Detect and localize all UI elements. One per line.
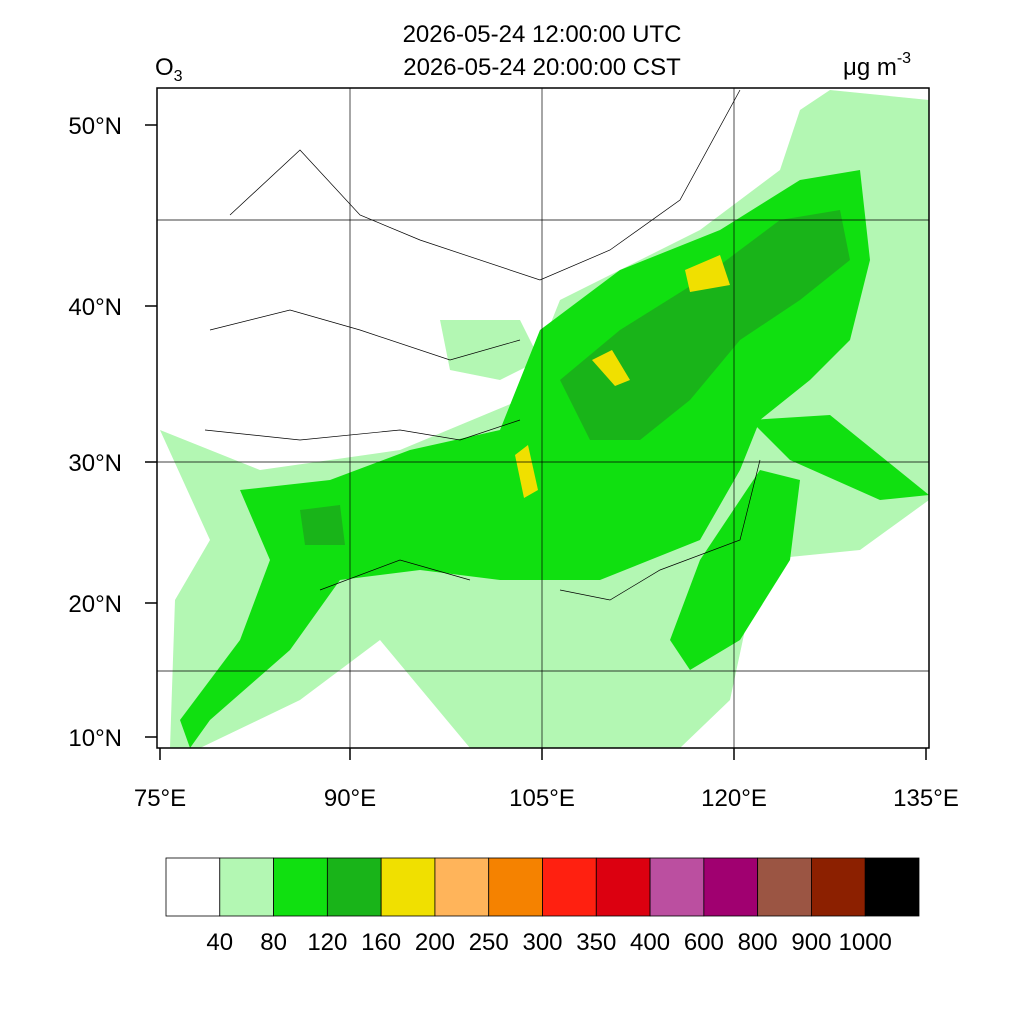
colorbar-label: 400 [630, 929, 670, 956]
field-yellow [685, 255, 730, 292]
units-base: μg m [843, 54, 897, 81]
field-green [670, 470, 800, 670]
colorbar: 40 80 120 160 200 250 300 350 400 600 800 900 1000 [165, 857, 920, 956]
colorbar-box [703, 857, 759, 917]
axes: 50°N 40°N 30°N 20°N 10°N 75°E 90°E 105°E 120°E 13… [68, 113, 958, 812]
colorbar-label: 250 [469, 929, 509, 956]
colorbar-box [273, 857, 328, 917]
colorbar-label: 200 [415, 929, 455, 956]
title-line: 2026-05-24 12:00:00 UTC [403, 21, 682, 48]
map-fields [156, 87, 930, 749]
colorbar-label: 160 [361, 929, 401, 956]
colorbar-label: 120 [307, 929, 347, 956]
variable-sub: 3 [174, 68, 183, 85]
lat-tick-label: 50°N [68, 113, 122, 140]
field-green [750, 415, 929, 500]
colorbar-label: 40 [206, 929, 233, 956]
colorbar-box [380, 857, 436, 917]
colorbar-box [219, 857, 274, 917]
units-sup: -3 [897, 50, 911, 67]
lat-tick-label: 40°N [68, 294, 122, 321]
colorbar-label: 350 [576, 929, 616, 956]
variable-base: O [155, 54, 174, 81]
borders [204, 89, 761, 601]
colorbar-box [434, 857, 490, 917]
colorbar-box [488, 857, 543, 917]
units-label: μg m-3 [843, 50, 911, 81]
colorbar-box [326, 857, 382, 917]
colorbar-label: 300 [522, 929, 562, 956]
colorbar-label: 600 [684, 929, 724, 956]
lon-tick-label: 105°E [509, 785, 575, 812]
field-light [440, 320, 540, 380]
colorbar-box [595, 857, 651, 917]
colorbar-box [165, 857, 221, 917]
colorbar-box [757, 857, 812, 917]
colorbar-label: 1000 [839, 929, 892, 956]
title-line: 2026-05-24 20:00:00 CST [403, 54, 681, 81]
lon-tick-label: 135°E [893, 785, 959, 812]
colorbar-label: 900 [791, 929, 831, 956]
field-dark [300, 505, 345, 545]
field-yellow [592, 350, 630, 386]
colorbar-label: 80 [260, 929, 287, 956]
map-frame [156, 87, 930, 749]
colorbar-box [649, 857, 705, 917]
colorbar-box [542, 857, 597, 917]
field-dark [560, 210, 850, 440]
colorbar-label: 800 [738, 929, 778, 956]
field-yellow [515, 445, 538, 498]
lat-tick-label: 30°N [68, 450, 122, 477]
variable-label: O3 [155, 54, 183, 85]
lon-tick-label: 75°E [134, 785, 186, 812]
lon-tick-label: 120°E [701, 785, 767, 812]
colorbar-box [864, 857, 920, 917]
lat-tick-label: 10°N [68, 725, 122, 752]
colorbar-box [811, 857, 866, 917]
lon-tick-label: 90°E [324, 785, 376, 812]
lat-tick-label: 20°N [68, 591, 122, 618]
